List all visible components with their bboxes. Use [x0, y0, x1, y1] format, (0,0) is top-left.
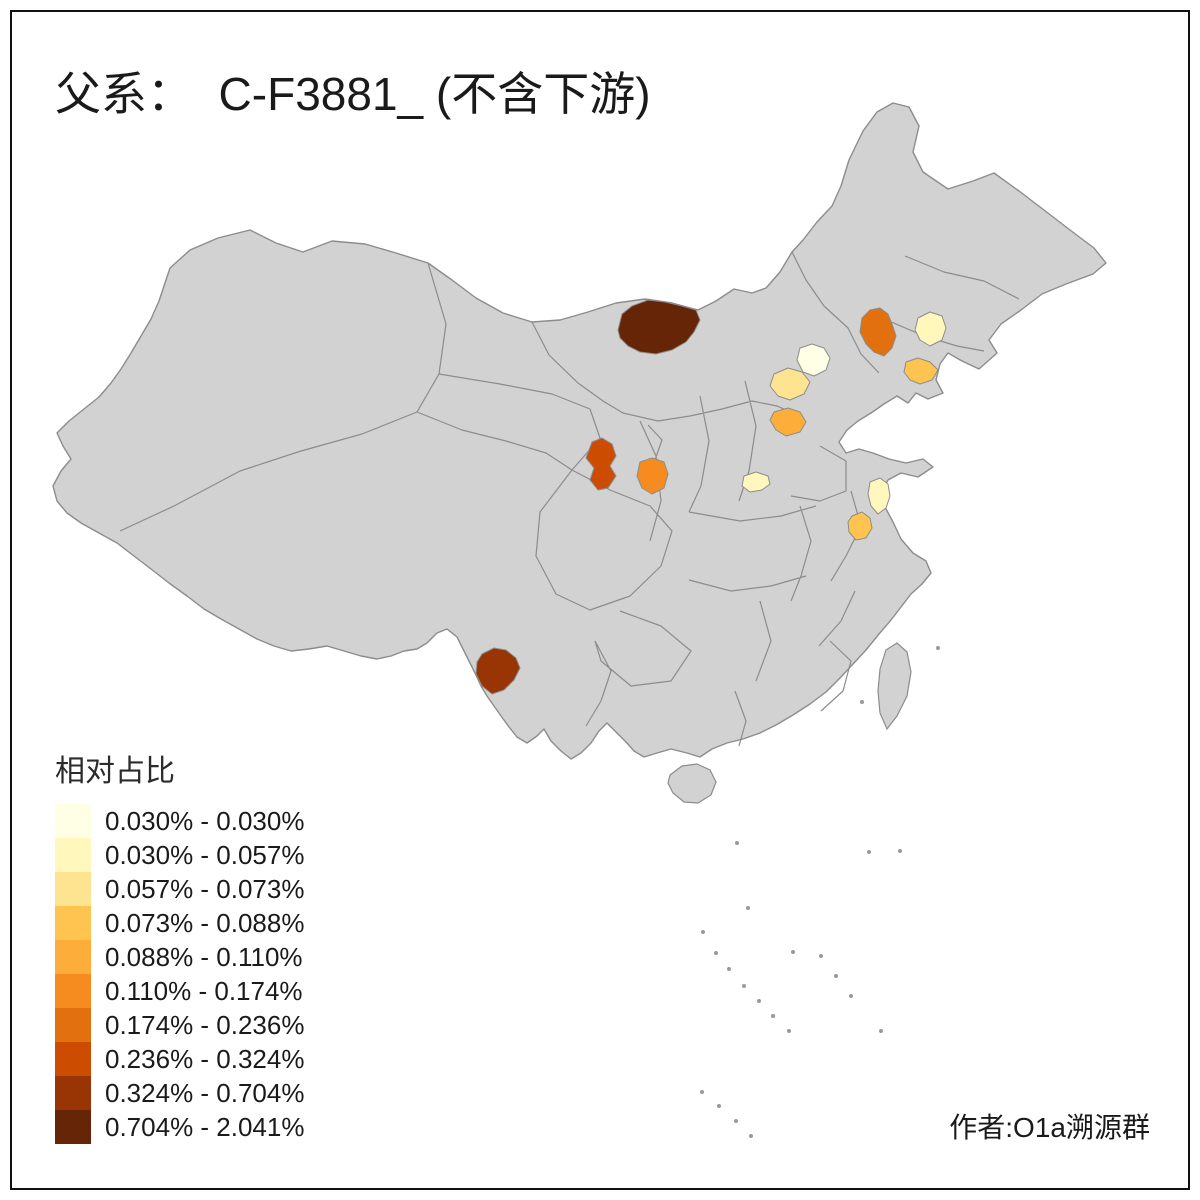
legend-swatch: [55, 1110, 91, 1144]
legend-swatch: [55, 940, 91, 974]
region-highlight-yunnan-west: [475, 647, 521, 695]
legend-label: 0.704% - 2.041%: [105, 1111, 305, 1142]
legend-item: 0.057% - 0.073%: [55, 872, 304, 906]
legend-swatch: [55, 872, 91, 906]
legend-item: 0.030% - 0.057%: [55, 838, 304, 872]
page-title: 父系： C-F3881_ (不含下游): [55, 68, 651, 120]
author-credit: 作者:O1a溯源群: [949, 1112, 1150, 1143]
legend-item: 0.073% - 0.088%: [55, 906, 304, 940]
region-highlight-jiangsu-north: [867, 477, 891, 515]
region-highlight-northeast-pale: [914, 311, 947, 347]
legend-item: 0.704% - 2.041%: [55, 1110, 304, 1144]
legend-item: 0.088% - 0.110%: [55, 940, 304, 974]
china-mainland-shape: [52, 102, 1107, 760]
region-highlight-shaanxi: [636, 457, 669, 495]
hainan-island-shape: [667, 763, 717, 804]
legend-swatch: [55, 1042, 91, 1076]
legend-label: 0.057% - 0.073%: [105, 873, 305, 904]
legend-swatch: [55, 1008, 91, 1042]
region-highlight-hebei-south: [769, 407, 807, 437]
legend-swatch: [55, 1076, 91, 1110]
legend-label: 0.174% - 0.236%: [105, 1009, 305, 1040]
legend-item: 0.110% - 0.174%: [55, 974, 304, 1008]
region-highlight-beijing-area: [796, 343, 831, 377]
sea-islands: [700, 646, 940, 1138]
legend-label: 0.110% - 0.174%: [105, 975, 303, 1006]
legend-swatch: [55, 906, 91, 940]
legend-label: 0.088% - 0.110%: [105, 941, 303, 972]
highlighted-regions: [475, 299, 947, 695]
legend-label: 0.324% - 0.704%: [105, 1077, 305, 1108]
legend-swatch: [55, 838, 91, 872]
legend-label: 0.030% - 0.030%: [105, 805, 305, 836]
legend-label: 0.236% - 0.324%: [105, 1043, 305, 1074]
legend-item: 0.236% - 0.324%: [55, 1042, 304, 1076]
region-highlight-jiangsu-south: [847, 511, 873, 541]
legend-item: 0.174% - 0.236%: [55, 1008, 304, 1042]
region-highlight-hebei-north: [769, 367, 811, 401]
legend-title: 相对占比: [55, 755, 175, 788]
region-highlight-liaoning-west: [859, 307, 897, 357]
region-highlight-henan: [741, 471, 771, 493]
region-highlight-gansu: [585, 437, 617, 491]
legend-swatch: [55, 974, 91, 1008]
legend: 相对占比 0.030% - 0.030% 0.030% - 0.057% 0.0…: [55, 746, 304, 1144]
legend-item: 0.030% - 0.030%: [55, 804, 304, 838]
region-highlight-liaodong: [903, 357, 939, 385]
legend-item: 0.324% - 0.704%: [55, 1076, 304, 1110]
legend-label: 0.030% - 0.057%: [105, 839, 305, 870]
region-highlight-inner-mongolia: [617, 299, 701, 355]
legend-swatch: [55, 804, 91, 838]
taiwan-island-shape: [877, 642, 912, 731]
legend-label: 0.073% - 0.088%: [105, 907, 305, 938]
